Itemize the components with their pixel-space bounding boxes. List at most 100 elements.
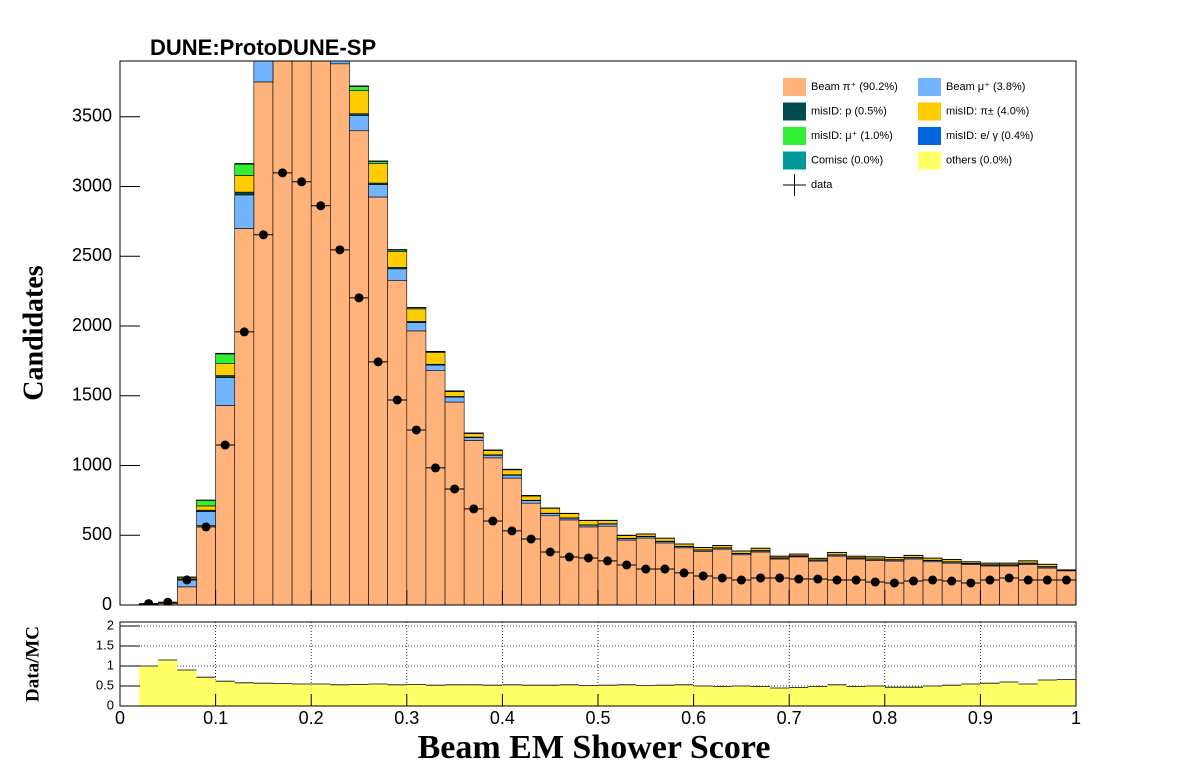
legend-swatch bbox=[783, 78, 806, 96]
data-marker bbox=[870, 577, 880, 587]
data-marker bbox=[469, 504, 479, 514]
x-tick-label: 0.4 bbox=[490, 708, 515, 728]
data-point bbox=[139, 599, 159, 605]
stack-segment bbox=[234, 163, 255, 165]
legend-swatch bbox=[783, 127, 806, 145]
data-point bbox=[1018, 575, 1038, 585]
data-point bbox=[1056, 575, 1076, 585]
data-marker bbox=[641, 564, 651, 574]
ratio-bar bbox=[234, 682, 254, 706]
ratio-bar bbox=[693, 686, 713, 706]
ratio-bar bbox=[827, 684, 847, 706]
ratio-bar bbox=[445, 684, 465, 706]
data-point bbox=[942, 576, 962, 586]
stack-segment bbox=[272, 61, 293, 605]
data-marker bbox=[908, 576, 918, 586]
stack-segment bbox=[368, 184, 388, 198]
ratio-bar bbox=[750, 686, 771, 706]
stack-segment bbox=[597, 525, 618, 605]
stack-segment bbox=[177, 586, 197, 605]
stack-segment bbox=[502, 469, 522, 476]
stack-segment bbox=[980, 565, 1000, 605]
ratio-bar bbox=[789, 687, 809, 706]
data-point bbox=[253, 230, 273, 240]
stack-segment bbox=[253, 81, 274, 605]
data-point bbox=[502, 526, 522, 536]
stack-segment bbox=[234, 163, 255, 176]
ratio-plot bbox=[119, 622, 1077, 707]
ratio-bar bbox=[330, 684, 350, 706]
data-marker bbox=[507, 526, 517, 536]
data-marker bbox=[1004, 573, 1014, 583]
x-tick-label: 0.9 bbox=[968, 708, 993, 728]
data-point bbox=[712, 573, 732, 583]
ratio-bar bbox=[655, 685, 675, 706]
stack-segment bbox=[234, 191, 255, 196]
data-marker bbox=[966, 578, 976, 588]
data-marker bbox=[239, 327, 249, 337]
data-marker bbox=[258, 230, 268, 240]
stack-segment bbox=[674, 543, 694, 547]
stack-segment bbox=[349, 90, 369, 115]
data-marker bbox=[679, 568, 689, 578]
data-marker bbox=[411, 425, 421, 435]
data-marker bbox=[851, 575, 861, 585]
legend-label: Beam π⁺ (90.2%) bbox=[811, 81, 898, 93]
stack-segment bbox=[731, 550, 752, 554]
data-point bbox=[827, 575, 847, 585]
stack-segment bbox=[482, 455, 503, 459]
data-marker bbox=[201, 522, 211, 532]
data-marker bbox=[775, 573, 785, 583]
stack-segment bbox=[387, 249, 408, 251]
stack-segment bbox=[540, 515, 561, 605]
ratio-bar bbox=[636, 685, 656, 706]
data-marker bbox=[832, 575, 842, 585]
ratio-bar bbox=[502, 684, 522, 706]
data-point bbox=[808, 574, 828, 584]
data-marker bbox=[717, 573, 727, 583]
ratio-bar bbox=[215, 681, 235, 706]
data-point bbox=[750, 573, 771, 583]
stack-segment bbox=[215, 377, 236, 406]
ratio-y-tick-label: 0 bbox=[107, 697, 114, 712]
data-point bbox=[903, 576, 924, 586]
stack-segment bbox=[444, 396, 465, 403]
legend-swatch bbox=[918, 127, 941, 145]
ratio-bar bbox=[272, 683, 293, 706]
stack-segment bbox=[368, 163, 388, 184]
data-marker bbox=[889, 578, 899, 588]
legend-swatch bbox=[783, 151, 806, 170]
ratio-bar bbox=[483, 685, 503, 706]
y-tick-label: 1500 bbox=[72, 385, 112, 405]
data-point bbox=[884, 578, 904, 588]
stack-segment bbox=[693, 547, 714, 551]
data-point bbox=[789, 574, 809, 584]
stack-segment bbox=[521, 502, 541, 605]
ratio-bar bbox=[578, 685, 598, 706]
stack-segment bbox=[1037, 564, 1058, 567]
data-point bbox=[598, 556, 618, 566]
ratio-bar bbox=[999, 682, 1019, 706]
stack-segment bbox=[578, 526, 599, 605]
ratio-bar bbox=[139, 666, 159, 706]
legend-swatch bbox=[918, 78, 941, 96]
stack-segment bbox=[349, 130, 369, 605]
data-marker bbox=[947, 576, 957, 586]
stack-segment bbox=[291, 61, 312, 605]
y-tick-label: 3000 bbox=[72, 175, 112, 195]
data-marker bbox=[1042, 575, 1052, 585]
stack-segment bbox=[196, 525, 216, 605]
ratio-bar bbox=[903, 687, 924, 706]
legend-label: Comisc (0.0%) bbox=[811, 154, 883, 166]
stack-segment bbox=[559, 519, 580, 605]
data-marker bbox=[144, 599, 154, 605]
stack-segment bbox=[540, 513, 561, 517]
stack-segment bbox=[387, 268, 408, 281]
y-tick-label: 2000 bbox=[72, 315, 112, 335]
x-axis-label: Beam EM Shower Score bbox=[418, 729, 771, 766]
ratio-bar bbox=[731, 686, 751, 706]
main-plot bbox=[138, 61, 1076, 605]
legend-label: misID: μ⁺ (1.0%) bbox=[811, 130, 893, 142]
data-marker bbox=[488, 516, 498, 526]
x-tick-label: 0.6 bbox=[681, 708, 706, 728]
